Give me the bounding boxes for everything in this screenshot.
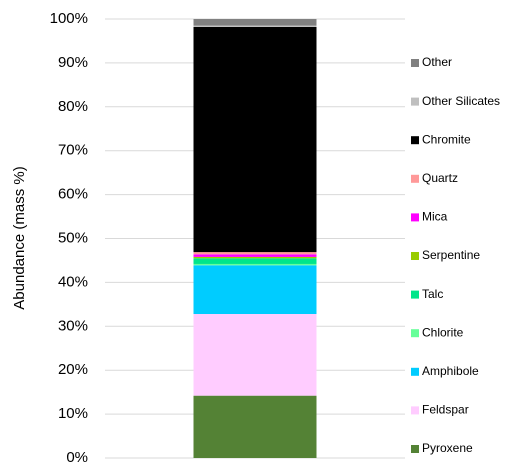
legend-swatch bbox=[411, 252, 419, 260]
bar-segment bbox=[193, 395, 317, 458]
bar-segment bbox=[193, 263, 317, 266]
legend-swatch bbox=[411, 406, 419, 415]
y-tick-label: 20% bbox=[58, 361, 88, 378]
legend-swatch bbox=[411, 136, 419, 145]
legend-label: Other Silicates bbox=[422, 94, 500, 108]
y-tick-label: 10% bbox=[58, 405, 88, 422]
legend-label: Pyroxene bbox=[422, 441, 473, 455]
y-tick-label: 60% bbox=[58, 186, 88, 203]
y-tick-label: 30% bbox=[58, 317, 88, 334]
bar-segment bbox=[193, 256, 317, 259]
bar-segment bbox=[193, 19, 317, 26]
bar-segment bbox=[193, 26, 317, 253]
legend-label: Feldspar bbox=[422, 403, 469, 417]
y-tick-label: 80% bbox=[58, 98, 88, 115]
bar-segment bbox=[193, 258, 317, 264]
legend-swatch bbox=[411, 329, 419, 338]
y-tick-label: 100% bbox=[50, 10, 88, 27]
y-tick-label: 90% bbox=[58, 54, 88, 71]
legend-label: Talc bbox=[422, 287, 443, 301]
legend-label: Mica bbox=[422, 210, 448, 224]
legend-swatch bbox=[411, 174, 419, 183]
legend-label: Serpentine bbox=[422, 248, 480, 262]
y-tick-label: 40% bbox=[58, 273, 88, 290]
bar-segment bbox=[193, 314, 317, 396]
y-tick-label: 50% bbox=[58, 229, 88, 246]
legend-swatch bbox=[411, 213, 419, 222]
legend-label: Chlorite bbox=[422, 325, 464, 339]
bar-segment bbox=[193, 252, 317, 255]
y-tick-label: 70% bbox=[58, 142, 88, 159]
legend-swatch bbox=[411, 290, 419, 299]
legend-swatch bbox=[411, 445, 419, 453]
legend-label: Chromite bbox=[422, 132, 471, 146]
legend-label: Quartz bbox=[422, 171, 458, 185]
legend-swatch bbox=[411, 97, 419, 106]
bar-segment bbox=[193, 254, 317, 257]
bar-segment bbox=[193, 25, 317, 27]
bar-segment bbox=[193, 265, 317, 315]
legend-label: Other bbox=[422, 55, 452, 69]
legend-label: Amphibole bbox=[422, 364, 479, 378]
legend-swatch bbox=[411, 367, 419, 376]
y-axis-label: Abundance (mass %) bbox=[11, 166, 28, 309]
legend-swatch bbox=[411, 59, 419, 67]
y-tick-label: 0% bbox=[66, 449, 88, 466]
